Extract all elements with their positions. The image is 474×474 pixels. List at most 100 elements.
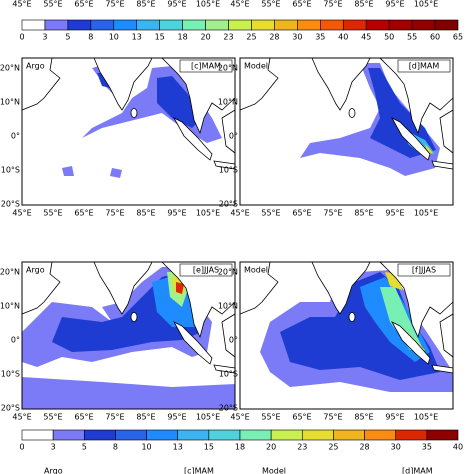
lon-label: 45°E bbox=[12, 0, 31, 9]
lon-label: 95°E bbox=[385, 413, 404, 422]
contour-fill bbox=[97, 73, 202, 128]
label-box bbox=[179, 59, 233, 73]
colorbar-segment bbox=[52, 429, 85, 441]
colorbar-segment bbox=[21, 429, 54, 441]
colorbar-segment bbox=[239, 429, 272, 441]
colorbar-tick-label: 35 bbox=[422, 443, 432, 452]
lat-label: 10°S bbox=[219, 166, 238, 175]
lat-label: 10°N bbox=[0, 302, 20, 311]
panel-label: [d]MAM bbox=[402, 467, 433, 474]
colorbar-tick-label: 28 bbox=[269, 33, 279, 42]
panel-label: [f]JJAS bbox=[412, 266, 436, 275]
colorbar-segment bbox=[434, 19, 459, 31]
colorbar-segment bbox=[115, 429, 147, 441]
colorbar-segment bbox=[251, 19, 275, 31]
lon-label: 85°E bbox=[136, 209, 155, 218]
lat-label: 10°N bbox=[218, 98, 238, 107]
panel-source: Model bbox=[244, 62, 268, 71]
lat-label: 0° bbox=[229, 132, 238, 141]
contour-fill bbox=[152, 274, 196, 327]
lon-label: 85°E bbox=[354, 413, 373, 422]
colorbar-tick-label: 18 bbox=[235, 443, 245, 452]
colorbar-tick-label: 60 bbox=[430, 33, 440, 42]
colorbar-segment bbox=[411, 19, 436, 31]
colorbar-segment bbox=[146, 429, 179, 441]
lon-label: 65°E bbox=[292, 209, 311, 218]
lon-label: 95°E bbox=[385, 0, 404, 9]
colorbar-tick-label: 25 bbox=[328, 443, 338, 452]
lat-label: 20°S bbox=[219, 404, 238, 413]
panel-source: Argo bbox=[26, 62, 45, 71]
colorbar-segment bbox=[159, 19, 183, 31]
colorbar-segment bbox=[113, 19, 138, 31]
lon-label: 105°E bbox=[414, 209, 438, 218]
colorbar-tick-label: 30 bbox=[391, 443, 401, 452]
map-panel: Model [d]MAM 45°E 55°E 65°E 75°E 85°E 95°E 105°E… bbox=[218, 57, 454, 218]
lon-label: 45°E bbox=[12, 209, 31, 218]
panel-label: [c]MAM bbox=[191, 62, 221, 71]
colorbar-tick-label: 35 bbox=[315, 33, 325, 42]
colorbar-tick-label: 3 bbox=[42, 33, 47, 42]
panel-source: Model bbox=[244, 266, 268, 275]
colorbar-tick-label: 40 bbox=[453, 443, 463, 452]
lat-label: 10°S bbox=[1, 370, 20, 379]
colorbar-tick-label: 18 bbox=[178, 33, 188, 42]
colorbar-tick-label: 8 bbox=[88, 33, 93, 42]
colorbar-segment bbox=[426, 429, 459, 441]
lon-label: 55°E bbox=[43, 413, 62, 422]
colorbar-tick-label: 0 bbox=[19, 443, 24, 452]
lon-label: 75°E bbox=[323, 209, 342, 218]
colorbar-segment bbox=[182, 19, 206, 31]
lon-label: 45°E bbox=[12, 413, 31, 422]
lat-label: 0° bbox=[11, 336, 20, 345]
colorbar-tick-label: 13 bbox=[132, 33, 142, 42]
lat-label: 10°N bbox=[218, 302, 238, 311]
lon-label: 85°E bbox=[354, 0, 373, 9]
lon-label: 85°E bbox=[136, 0, 155, 9]
colorbar-segment bbox=[364, 429, 397, 441]
colorbar-segment bbox=[90, 19, 115, 31]
lat-label: 10°S bbox=[219, 370, 238, 379]
colorbar-segment bbox=[333, 429, 365, 441]
contour-fill bbox=[380, 287, 422, 350]
colorbar-tick-label: 13 bbox=[173, 443, 183, 452]
lat-label: 20°N bbox=[0, 64, 20, 73]
colorbar-segment bbox=[136, 19, 160, 31]
colorbar-segment bbox=[395, 429, 428, 441]
contour-fill bbox=[368, 68, 436, 158]
lat-label: 20°S bbox=[1, 200, 20, 209]
colorbar-tick-label: 10 bbox=[109, 33, 119, 42]
contour-fill bbox=[176, 282, 184, 294]
colorbar-segment bbox=[388, 19, 413, 31]
colorbar-tick-label: 15 bbox=[155, 33, 165, 42]
colorbar-tick-label: 25 bbox=[246, 33, 256, 42]
lat-label: 20°N bbox=[218, 268, 238, 277]
lat-label: 20°N bbox=[0, 268, 20, 277]
colorbar-tick-label: 3 bbox=[51, 443, 56, 452]
lon-label: 105°E bbox=[414, 0, 438, 9]
label-box bbox=[179, 263, 233, 277]
lon-label: 55°E bbox=[43, 209, 62, 218]
colorbar-tick-label: 65 bbox=[453, 33, 463, 42]
colorbar-segment bbox=[67, 19, 92, 31]
lon-label: 75°E bbox=[105, 209, 124, 218]
colorbar-tick-label: 23 bbox=[223, 33, 233, 42]
colorbar-tick-label: 5 bbox=[82, 443, 87, 452]
lon-label: 105°E bbox=[196, 413, 220, 422]
colorbar-segment bbox=[274, 19, 298, 31]
lon-label: 55°E bbox=[43, 0, 62, 9]
panel-frame bbox=[21, 261, 236, 410]
colorbar-tick-label: 55 bbox=[407, 33, 417, 42]
map-panel: Model [f]JJAS 45°E 55°E 65°E 75°E 85°E 95°E 105°… bbox=[218, 261, 454, 422]
lon-label: 65°E bbox=[74, 413, 93, 422]
colorbar-segment bbox=[21, 19, 46, 31]
colorbar-segment bbox=[365, 19, 390, 31]
lat-label: 0° bbox=[229, 336, 238, 345]
lat-label: 20°S bbox=[219, 200, 238, 209]
lon-label: 85°E bbox=[354, 209, 373, 218]
lon-label: 105°E bbox=[196, 0, 220, 9]
colorbar-segment bbox=[44, 19, 69, 31]
colorbar-tick-label: 30 bbox=[292, 33, 302, 42]
panel-frame bbox=[239, 57, 454, 206]
